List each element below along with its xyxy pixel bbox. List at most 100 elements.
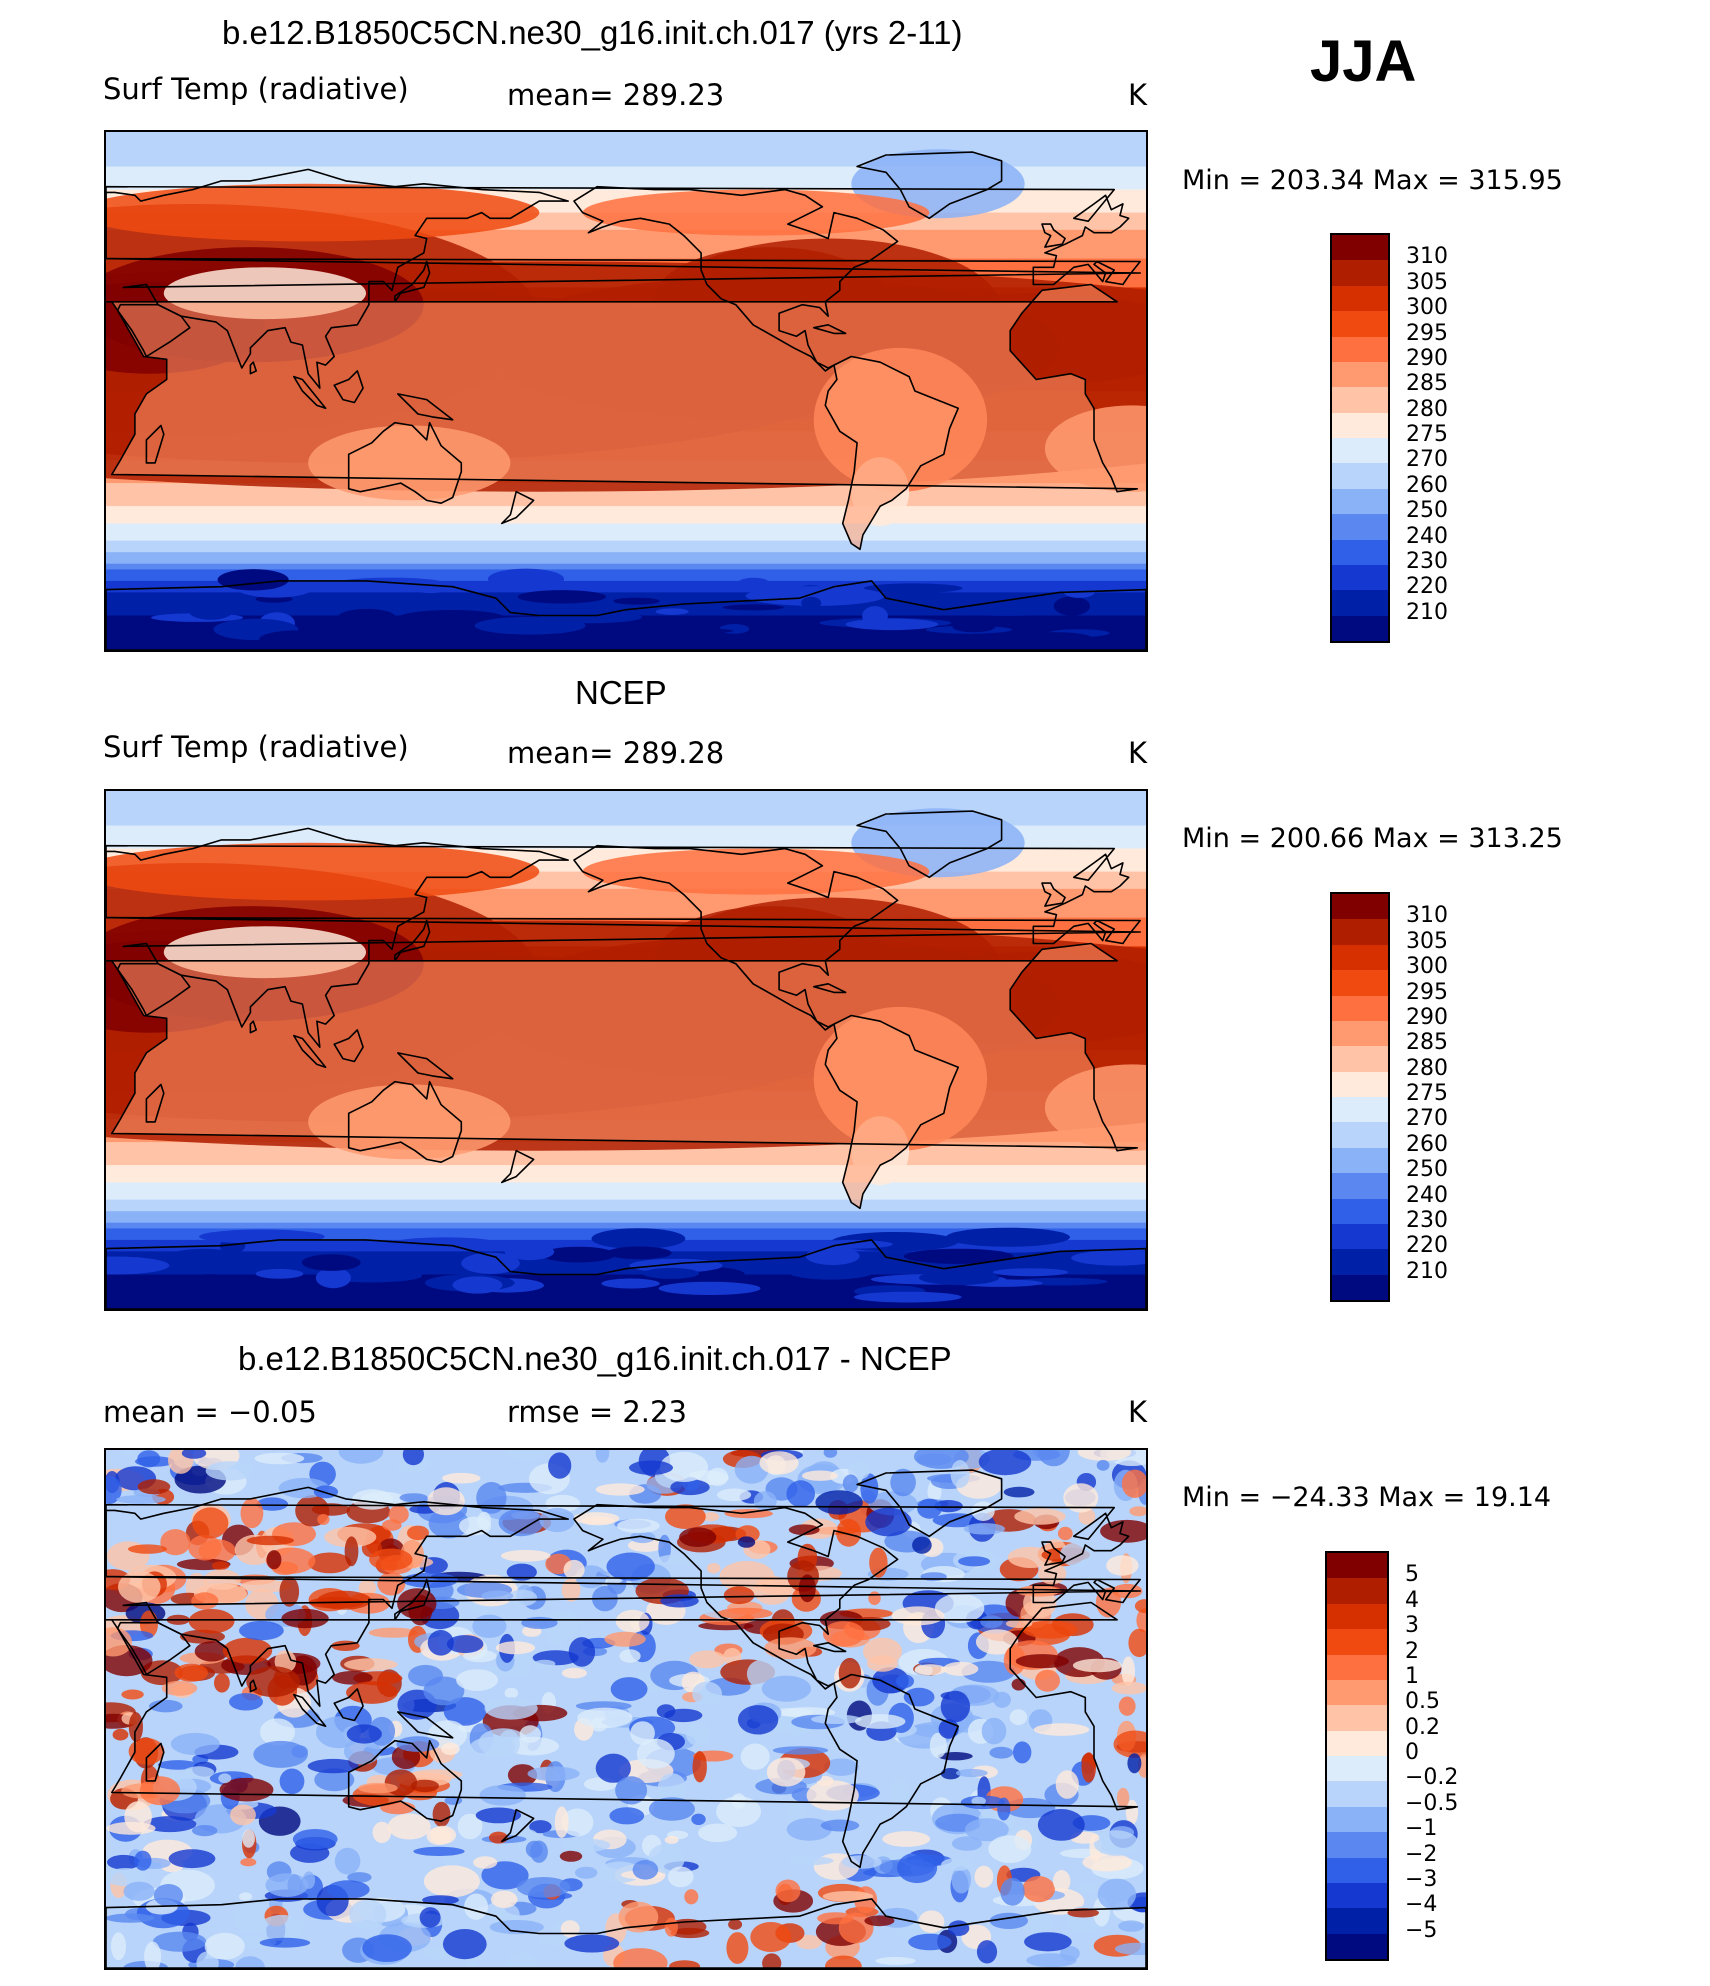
difference-patch [170, 1732, 220, 1756]
difference-patch [161, 1680, 198, 1696]
colorbar-cell [1327, 1857, 1387, 1884]
temperature-band [106, 1297, 1146, 1304]
difference-patch [545, 1630, 566, 1646]
temperature-texture [537, 611, 642, 624]
difference-patch [842, 1474, 859, 1493]
colorbar-tick-label: −3 [1405, 1866, 1438, 1892]
temperature-band [106, 900, 1146, 907]
difference-patch [684, 1889, 699, 1905]
temperature-band [106, 557, 1146, 565]
difference-patch [648, 1843, 685, 1874]
colorbar-tick-label: 0.2 [1405, 1714, 1440, 1740]
difference-patch [106, 1476, 122, 1504]
difference-patch [872, 1667, 909, 1694]
difference-patch [1128, 1628, 1146, 1658]
land-tint-samerica [825, 356, 959, 550]
coastline-newguinea [397, 393, 454, 421]
temperature-band [106, 831, 1146, 838]
difference-patch [1075, 1883, 1098, 1892]
difference-patch [168, 1849, 216, 1869]
temperature-band [106, 1303, 1146, 1309]
difference-patch [889, 1777, 912, 1807]
temperature-band [106, 1176, 1146, 1183]
difference-patch [397, 1588, 437, 1619]
difference-patch [1118, 1696, 1136, 1716]
temperature-texture [301, 1254, 361, 1271]
temperature-band [106, 506, 1146, 513]
temperature-band [106, 189, 1146, 196]
colorbar-tick-label: −0.2 [1405, 1765, 1459, 1791]
coastline-srilanka [249, 1020, 257, 1034]
temperature-band [106, 1182, 1146, 1189]
temperature-texture [452, 1276, 503, 1294]
coastline-uk [1041, 882, 1066, 907]
coastline-europe_w [106, 1503, 1141, 1604]
panel-diff-units: K [1128, 1395, 1148, 1429]
difference-patch [1111, 1681, 1146, 1695]
difference-patch [235, 1956, 265, 1968]
difference-patch [1053, 1870, 1071, 1893]
temperature-band [106, 580, 1146, 588]
difference-patch [561, 1667, 587, 1679]
panel-diff-mean: mean = −0.05 [103, 1395, 317, 1429]
difference-patch [1035, 1669, 1060, 1692]
difference-patch [561, 1578, 581, 1602]
temperature-band [106, 644, 1146, 650]
difference-patch [495, 1641, 536, 1655]
difference-patch [707, 1467, 729, 1486]
coastline-borneo [333, 370, 364, 404]
difference-patch [346, 1681, 398, 1704]
difference-patch [307, 1758, 359, 1774]
colorbar-cell [1327, 1781, 1387, 1808]
difference-patch [423, 1946, 451, 1960]
difference-patch [897, 1852, 938, 1884]
colorbar-tick-label: 275 [1406, 1081, 1448, 1106]
colorbar-cell [1332, 1147, 1388, 1175]
coastline-nz [501, 490, 535, 525]
temperature-texture [591, 1228, 686, 1249]
temperature-anomaly-patch [106, 842, 540, 901]
difference-patch [157, 1760, 198, 1770]
temperature-band [106, 258, 1146, 265]
difference-patch [737, 1705, 779, 1735]
difference-patch [1134, 1599, 1146, 1614]
colorbar-tick-label: 270 [1406, 1106, 1448, 1132]
difference-patch [1013, 1741, 1032, 1764]
land-tint-australia [348, 422, 462, 504]
temperature-texture [786, 1262, 876, 1280]
temperature-texture [320, 623, 396, 634]
difference-patch [1057, 1526, 1073, 1541]
difference-patch [775, 1879, 801, 1903]
difference-patch [723, 1586, 755, 1605]
temperature-band [106, 837, 1146, 844]
difference-patch [822, 1621, 865, 1647]
temperature-texture [642, 1267, 700, 1279]
coastline-namerica [573, 185, 899, 372]
difference-patch [530, 1840, 548, 1863]
difference-patch [762, 1953, 782, 1968]
difference-patch [477, 1511, 492, 1530]
panel-diff-minmax: Min = −24.33 Max = 19.14 [1182, 1482, 1552, 1513]
coastline-japan [394, 919, 431, 962]
difference-patch [786, 1818, 832, 1841]
colorbar-tick-label: 4 [1405, 1587, 1419, 1613]
colorbar-tick-label: 250 [1406, 1157, 1448, 1183]
difference-patch [489, 1902, 520, 1926]
difference-patch [204, 1932, 245, 1960]
difference-patch [311, 1503, 351, 1516]
difference-patch [1007, 1546, 1054, 1568]
difference-patch [152, 1931, 207, 1952]
difference-patch [943, 1661, 979, 1676]
difference-patch [188, 1609, 235, 1634]
panel-model-variable: Surf Temp (radiative) [103, 72, 409, 106]
colorbar-tick-label: 210 [1406, 599, 1448, 625]
temperature-texture [745, 586, 885, 606]
temperature-band [106, 592, 1146, 599]
colorbar-cell [1332, 387, 1388, 414]
coastline-europe_w [106, 844, 1141, 945]
coastline-srilanka [249, 1679, 257, 1693]
temperature-band [106, 906, 1146, 913]
coastline-uk [1041, 223, 1066, 248]
difference-patch [507, 1764, 538, 1787]
coastline-europe_w [106, 185, 1141, 286]
